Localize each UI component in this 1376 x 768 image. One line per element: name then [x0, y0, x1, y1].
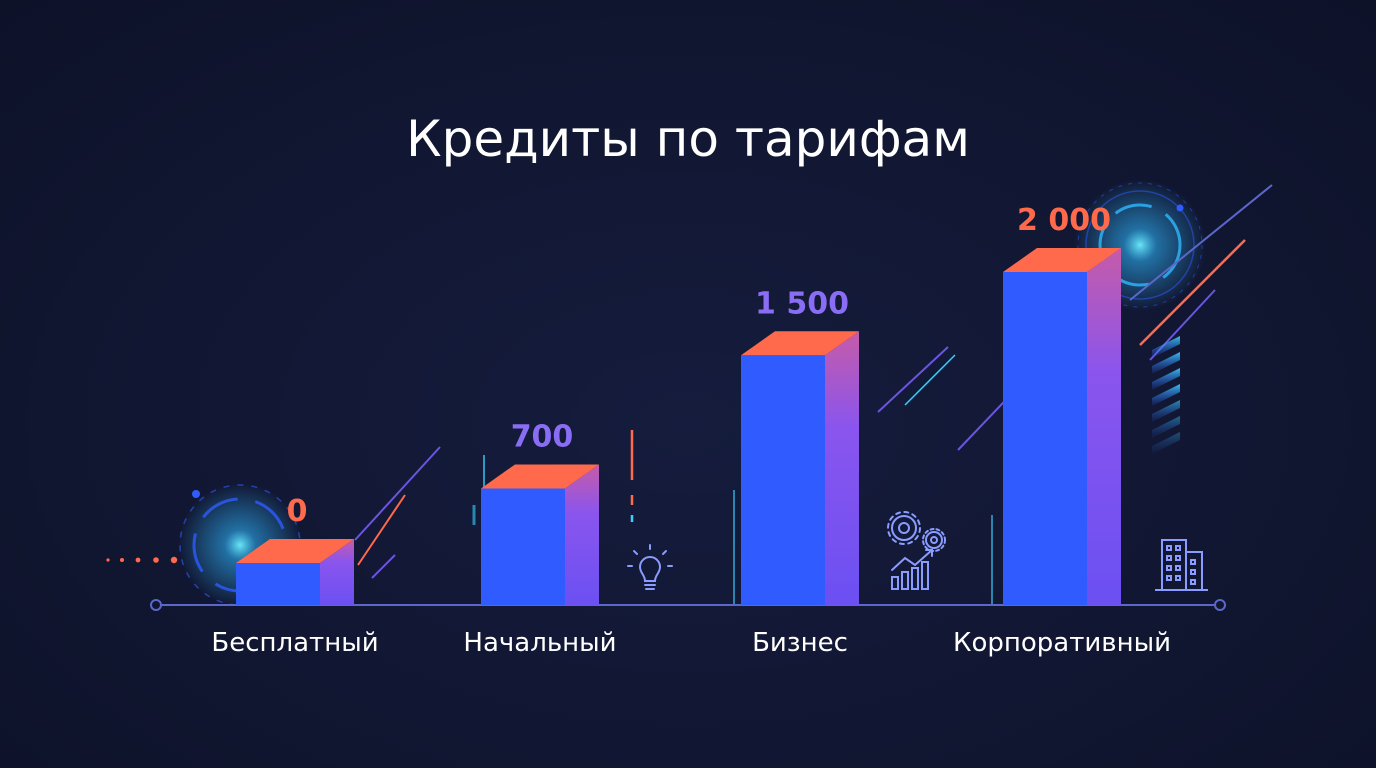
- bar-2: [481, 464, 599, 605]
- bar-front-1: [236, 563, 320, 605]
- category-labels-group: Бесплатный Начальный Бизнес Корпоративный: [211, 628, 1171, 658]
- bar-top-3: [741, 331, 859, 356]
- bar-side-2: [565, 464, 599, 605]
- bar-side-3: [825, 331, 859, 605]
- category-label-3: Бизнес: [752, 628, 848, 658]
- bars-group: [236, 248, 1121, 605]
- building-icon: [1155, 539, 1208, 591]
- value-label-2: 700: [511, 419, 574, 454]
- bar-4: [1003, 248, 1121, 605]
- bar-3: [741, 331, 859, 605]
- value-labels-group: 0 700 1 500 2 000: [287, 203, 1111, 529]
- value-label-3: 1 500: [755, 286, 849, 321]
- category-label-4: Корпоративный: [953, 628, 1171, 658]
- bar-front-4: [1003, 272, 1087, 605]
- bar-top-1: [236, 539, 354, 563]
- value-label-4: 2 000: [1017, 203, 1111, 238]
- lightbulb-icon: [627, 544, 673, 590]
- bar-top-4: [1003, 248, 1121, 272]
- bar-side-1: [320, 539, 354, 605]
- value-label-1: 0: [287, 494, 308, 529]
- bar-top-2: [481, 464, 599, 489]
- bar-1: [236, 539, 354, 605]
- bar-front-3: [741, 355, 825, 605]
- bar-side-4: [1087, 248, 1121, 605]
- category-label-1: Бесплатный: [211, 628, 378, 658]
- gears-chart-icon: [887, 511, 946, 590]
- category-label-2: Начальный: [463, 628, 616, 658]
- hatch-stripes: [1152, 336, 1180, 454]
- bar-front-2: [481, 488, 565, 605]
- chart-title: Кредиты по тарифам: [406, 110, 970, 168]
